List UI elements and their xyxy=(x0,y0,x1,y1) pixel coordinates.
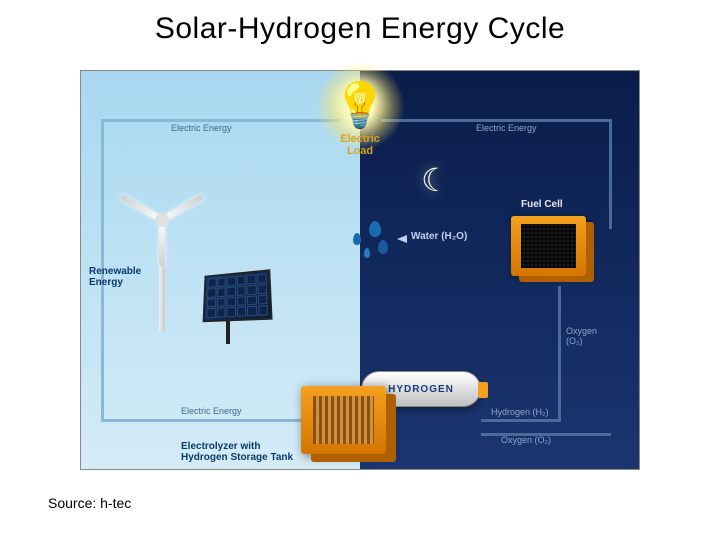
flow-line xyxy=(481,419,561,422)
source-caption: Source: h-tec xyxy=(48,495,131,511)
panel-stand xyxy=(226,319,230,344)
label-text: Load xyxy=(347,145,373,157)
page-title: Solar-Hydrogen Energy Cycle xyxy=(0,0,720,46)
lightbulb-icon: 💡 xyxy=(333,79,388,131)
flow-label-ee-bottom-left: Electric Energy xyxy=(181,406,242,416)
flow-line xyxy=(381,119,611,122)
flow-label-ee-top-left: Electric Energy xyxy=(171,123,232,133)
water-arrow-icon xyxy=(397,235,407,243)
flow-label-hydrogen: Hydrogen (H₂) xyxy=(491,407,549,417)
flow-line xyxy=(558,286,561,421)
water-drops-icon xyxy=(369,221,381,237)
label-text: Electric xyxy=(340,133,380,145)
electrolyzer-label: Electrolyzer with Hydrogen Storage Tank xyxy=(181,441,293,463)
label-text: Hydrogen Storage Tank xyxy=(181,452,293,463)
flow-line xyxy=(609,119,612,229)
renewable-energy-label: Renewable Energy xyxy=(89,266,141,288)
electric-load-label: Electric Load xyxy=(340,133,380,157)
electrolyzer-icon xyxy=(301,386,386,454)
label-text: Renewable xyxy=(89,266,141,277)
label-text: Electrolyzer with xyxy=(181,441,260,452)
energy-cycle-diagram: Electric Energy Electric Energy Electric… xyxy=(80,70,640,470)
fuelcell-label: Fuel Cell xyxy=(521,199,563,210)
flow-label-oxygen-down: Oxygen (O₂) xyxy=(501,435,551,445)
hydrogen-tank-label: HYDROGEN xyxy=(388,384,454,395)
flow-label-ee-top-right: Electric Energy xyxy=(476,123,537,133)
solar-panel-icon xyxy=(203,269,273,322)
flow-line xyxy=(101,419,311,422)
label-text: Energy xyxy=(89,277,123,288)
fuelcell-icon xyxy=(511,216,586,276)
moon-icon: ☾ xyxy=(421,161,450,199)
water-label: Water (H₂O) xyxy=(411,231,467,242)
flow-label-oxygen-up: Oxygen (O₂) xyxy=(566,326,597,346)
flow-line xyxy=(101,119,341,122)
